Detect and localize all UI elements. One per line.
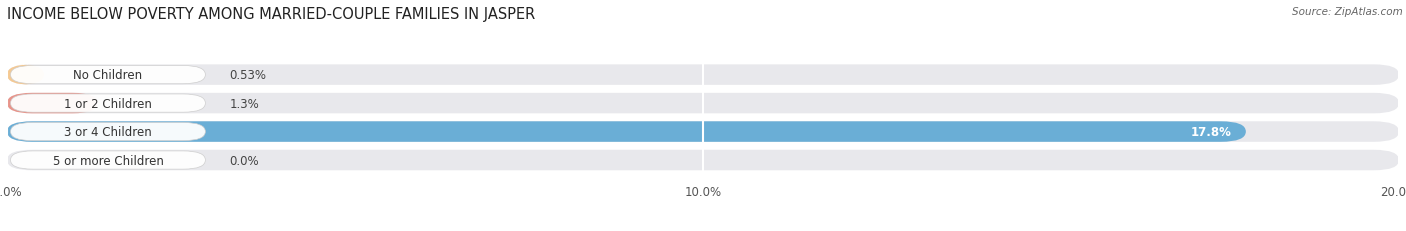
Text: INCOME BELOW POVERTY AMONG MARRIED-COUPLE FAMILIES IN JASPER: INCOME BELOW POVERTY AMONG MARRIED-COUPL… — [7, 7, 536, 22]
FancyBboxPatch shape — [10, 94, 205, 113]
FancyBboxPatch shape — [7, 122, 1399, 142]
FancyBboxPatch shape — [10, 66, 205, 84]
Text: 3 or 4 Children: 3 or 4 Children — [65, 125, 152, 138]
Text: No Children: No Children — [73, 69, 142, 82]
FancyBboxPatch shape — [7, 150, 1399, 170]
FancyBboxPatch shape — [7, 93, 97, 114]
FancyBboxPatch shape — [7, 122, 1246, 142]
FancyBboxPatch shape — [7, 65, 1399, 85]
Text: 0.0%: 0.0% — [229, 154, 259, 167]
Text: Source: ZipAtlas.com: Source: ZipAtlas.com — [1292, 7, 1403, 17]
Text: 1 or 2 Children: 1 or 2 Children — [65, 97, 152, 110]
Text: 0.53%: 0.53% — [229, 69, 267, 82]
FancyBboxPatch shape — [7, 93, 1399, 114]
Text: 1.3%: 1.3% — [229, 97, 260, 110]
FancyBboxPatch shape — [7, 65, 44, 85]
Text: 5 or more Children: 5 or more Children — [52, 154, 163, 167]
FancyBboxPatch shape — [10, 151, 205, 169]
FancyBboxPatch shape — [10, 123, 205, 141]
Text: 17.8%: 17.8% — [1191, 125, 1232, 138]
